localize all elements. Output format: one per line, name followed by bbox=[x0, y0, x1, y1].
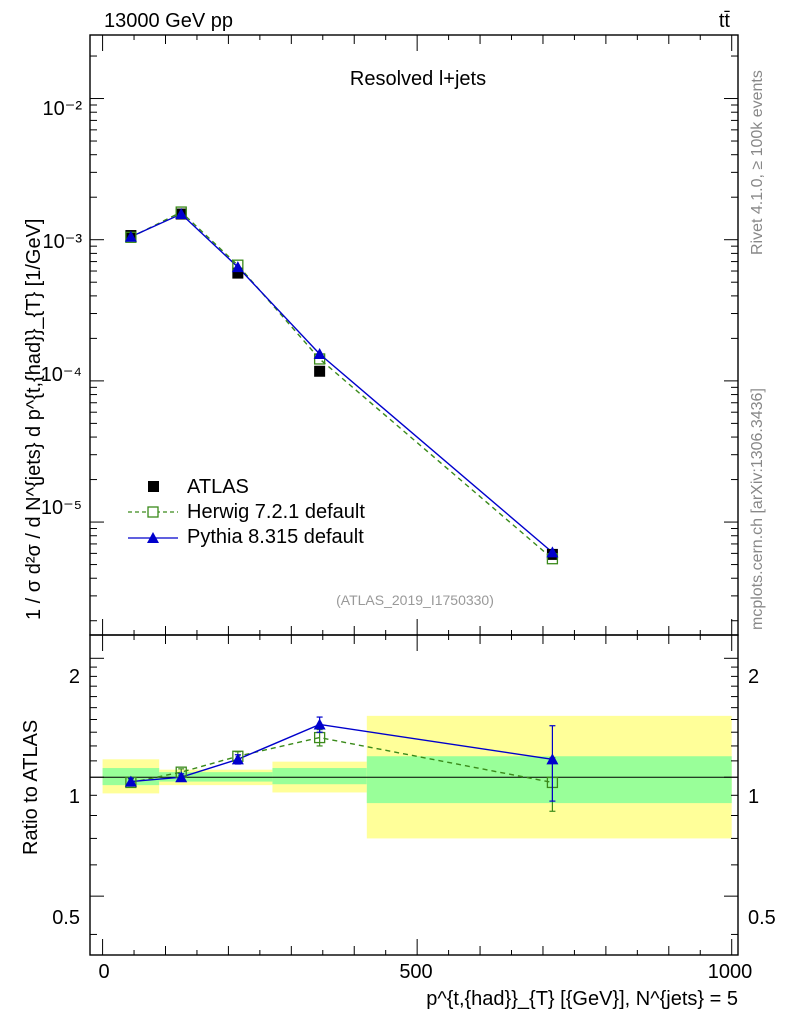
pythia-point bbox=[231, 261, 244, 273]
analysis-id: (ATLAS_2019_I1750330) bbox=[336, 592, 494, 608]
ratio-tick-label-right-0.5: 0.5 bbox=[748, 907, 776, 929]
pythia-ratio-point bbox=[175, 771, 188, 783]
legend-pythia-label: Pythia 8.315 default bbox=[187, 526, 364, 548]
x-tick-label-0: 0 bbox=[98, 961, 109, 983]
energy-label: 13000 GeV pp bbox=[104, 10, 233, 32]
y-tick-label-1e-5: 10⁻⁵ bbox=[41, 497, 82, 519]
ratio-tick-label-2: 2 bbox=[69, 666, 80, 688]
x-tick-label-1000: 1000 bbox=[708, 961, 753, 983]
pythia-point bbox=[124, 230, 137, 242]
atlas-point bbox=[232, 267, 244, 279]
legend: ATLAS Herwig 7.2.1 default Pythia 8.315 … bbox=[128, 476, 365, 548]
y-tick-label-1e-3: 10⁻³ bbox=[43, 231, 83, 253]
legend-pythia-marker bbox=[147, 532, 159, 543]
x-axis-title: p^{t,{had}}_{T} [{GeV}], N^{jets} = 5 bbox=[426, 988, 738, 1010]
pythia-point bbox=[546, 546, 559, 558]
ratio-tick-label-1: 1 bbox=[69, 786, 80, 808]
herwig-main-line bbox=[130, 211, 553, 560]
ratio-tick-label-right-2: 2 bbox=[748, 666, 759, 688]
y-tick-label-1e-2: 10⁻² bbox=[43, 98, 83, 120]
legend-herwig-label: Herwig 7.2.1 default bbox=[187, 501, 365, 523]
process-label: tt̄ bbox=[719, 10, 731, 32]
ratio-axis-title: Ratio to ATLAS bbox=[20, 720, 42, 855]
pythia-ratio-point bbox=[124, 775, 137, 787]
ratio-tick-label-0.5: 0.5 bbox=[52, 907, 80, 929]
pythia-ratio-point bbox=[313, 718, 326, 730]
panel-title: Resolved l+jets bbox=[350, 68, 486, 90]
pythia-point bbox=[175, 208, 188, 220]
rivet-version-label: Rivet 4.1.0, ≥ 100k events bbox=[749, 70, 766, 255]
ratio-band-inner-2 bbox=[272, 768, 367, 785]
pythia-ratio-point bbox=[546, 753, 559, 765]
y-axis-title: 1 / σ d²σ / d N^{jets} d p^{t,{had}}_{T}… bbox=[23, 219, 45, 621]
legend-atlas-marker bbox=[148, 481, 159, 492]
legend-atlas-label: ATLAS bbox=[187, 476, 249, 498]
mcplots-label: mcplots.cern.ch [arXiv:1306.3436] bbox=[749, 388, 766, 630]
x-tick-label-500: 500 bbox=[399, 961, 432, 983]
axis-ticks bbox=[90, 35, 738, 955]
ratio-tick-label-right-1: 1 bbox=[748, 786, 759, 808]
pythia-point bbox=[313, 348, 326, 360]
atlas-point bbox=[314, 365, 326, 377]
pythia-ratio-point bbox=[231, 753, 244, 765]
ratio-bands bbox=[90, 715, 738, 839]
y-tick-label-1e-4: 10⁻⁴ bbox=[41, 364, 82, 386]
legend-herwig-marker bbox=[147, 506, 159, 518]
series-markers bbox=[124, 206, 559, 812]
